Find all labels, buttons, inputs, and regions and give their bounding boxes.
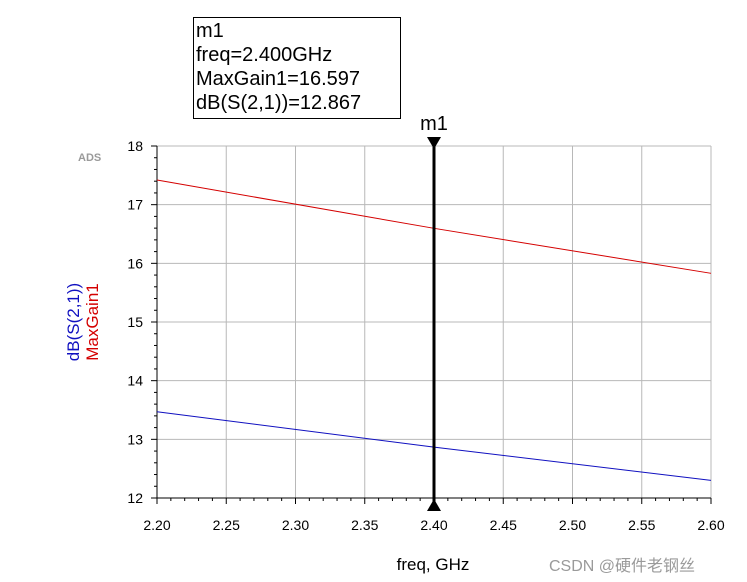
x-tick-label: 2.45 <box>490 517 517 533</box>
y-tick-label: 16 <box>127 255 143 271</box>
marker-readout-maxgain: MaxGain1=16.597 <box>196 68 361 90</box>
y-tick-label: 12 <box>127 490 143 506</box>
x-tick-label: 2.40 <box>420 517 447 533</box>
y-tick-label: 17 <box>127 197 143 213</box>
marker-bottom-arrow <box>427 499 441 511</box>
x-axis-label: freq, GHz <box>397 555 470 574</box>
y-tick-label: 15 <box>127 314 143 330</box>
y-tick-label: 13 <box>127 431 143 447</box>
x-tick-label: 2.50 <box>559 517 586 533</box>
x-tick-label: 2.25 <box>213 517 240 533</box>
ads-tag: ADS <box>78 152 102 164</box>
x-tick-label: 2.35 <box>351 517 378 533</box>
marker-readout-s21: dB(S(2,1))=12.867 <box>196 92 362 114</box>
marker-label: m1 <box>420 113 448 135</box>
y-axis-label-s21: dB(S(2,1)) <box>64 283 83 361</box>
y-tick-label: 14 <box>127 373 143 389</box>
x-tick-label: 2.55 <box>628 517 655 533</box>
marker-top-arrow <box>427 137 441 149</box>
x-tick-label: 2.60 <box>697 517 724 533</box>
marker-readout-freq: freq=2.400GHz <box>196 44 333 66</box>
watermark: CSDN @硬件老钢丝 <box>549 558 696 575</box>
y-axis-label-maxgain: MaxGain1 <box>83 283 102 360</box>
y-tick-label: 18 <box>127 138 143 154</box>
x-tick-label: 2.30 <box>282 517 309 533</box>
x-tick-label: 2.20 <box>143 517 170 533</box>
marker-readout-box[interactable]: m1 freq=2.400GHz MaxGain1=16.597 dB(S(2,… <box>193 17 401 119</box>
marker-readout-name: m1 <box>196 20 224 42</box>
